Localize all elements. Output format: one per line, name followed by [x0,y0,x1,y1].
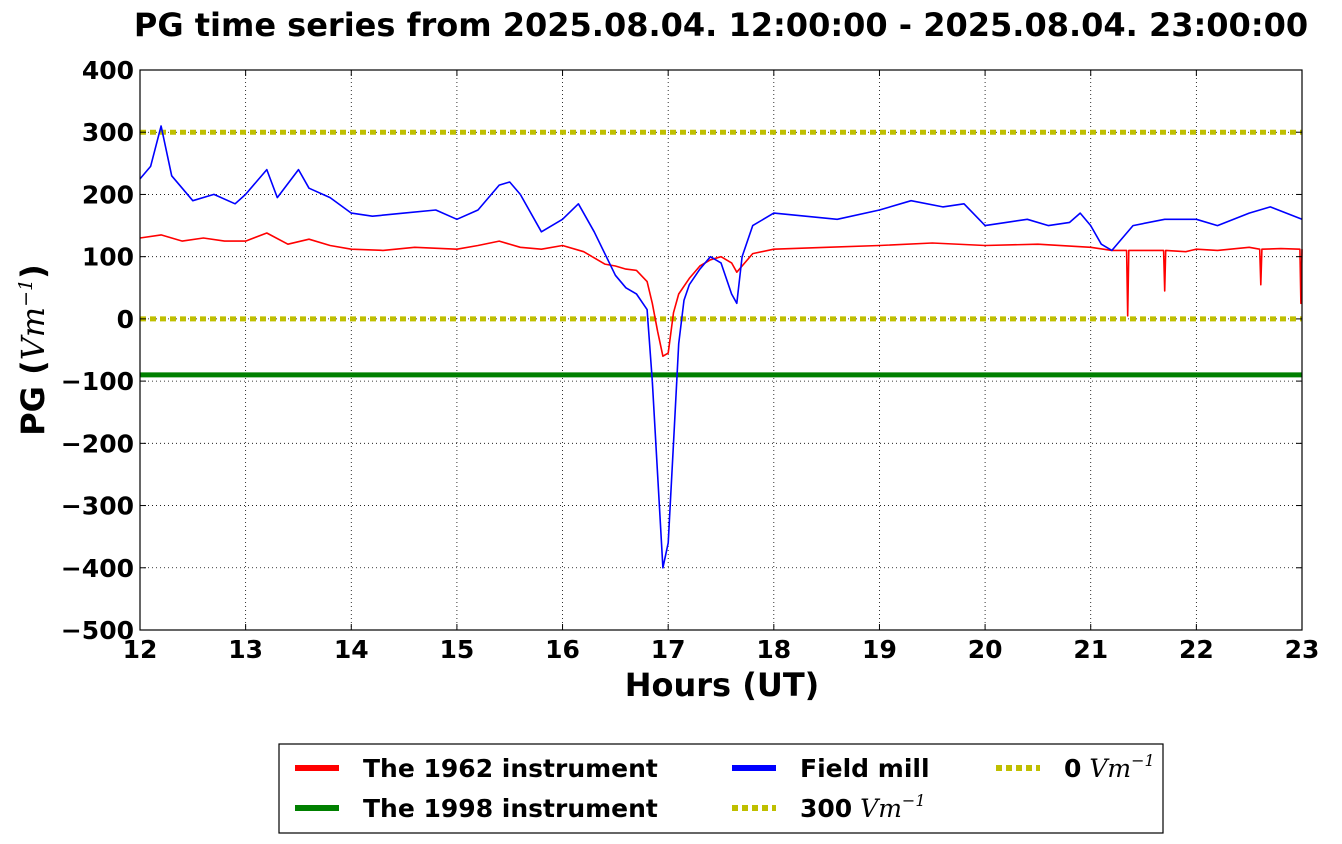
grid [140,70,1302,630]
chart-title: PG time series from 2025.08.04. 12:00:00… [134,6,1308,44]
x-tick-labels: 12 13 14 15 16 17 18 19 20 21 22 23 [123,70,1320,664]
x-tick-label: 17 [651,635,686,664]
x-tick-label: 23 [1285,635,1320,664]
x-tick-label: 22 [1179,635,1214,664]
x-tick-label: 13 [228,635,263,664]
x-tick-label: 20 [968,635,1003,664]
legend-label: Field mill [800,754,930,783]
y-axis-label-unit: Vm [14,307,52,360]
legend-label: The 1998 instrument [363,794,658,823]
y-axis-label-exp: −1 [15,279,37,307]
y-axis-label: PG (Vm−1) [14,264,52,436]
x-tick-label: 15 [440,635,475,664]
y-tick-label: 400 [82,56,134,85]
y-tick-label: −300 [61,492,134,521]
y-tick-label: 300 [82,118,134,147]
y-axis-label-main: PG ( [14,360,52,435]
x-tick-label: 12 [123,635,158,664]
y-tick-label: 0 [117,305,134,334]
legend-label: 0 Vm−1 [1064,751,1155,783]
legend-label: 300 Vm−1 [800,791,926,823]
legend: The 1962 instrument The 1998 instrument Fi… [278,743,1164,834]
plot-frame [139,69,1303,631]
x-tick-label: 18 [756,635,791,664]
y-tick-labels: 400 300 200 100 0 −100 −200 −300 −400 −500 [61,56,1302,645]
y-tick-label: 100 [82,243,134,272]
y-tick-label: −200 [61,429,134,458]
series-line [139,125,1303,569]
x-tick-label: 14 [334,635,369,664]
y-tick-label: 200 [82,180,134,209]
reference-lines [140,129,1302,378]
series-lines [139,125,1303,569]
legend-box [278,743,1164,834]
x-tick-label: 19 [862,635,897,664]
y-tick-label: −500 [61,616,134,645]
x-tick-label: 16 [545,635,580,664]
legend-label: The 1962 instrument [363,754,658,783]
y-tick-label: −400 [61,554,134,583]
y-axis-label-close: ) [14,264,52,279]
y-tick-label: −100 [61,367,134,396]
x-axis-label: Hours (UT) [625,666,820,704]
series-line [139,232,1303,358]
x-tick-label: 21 [1073,635,1108,664]
